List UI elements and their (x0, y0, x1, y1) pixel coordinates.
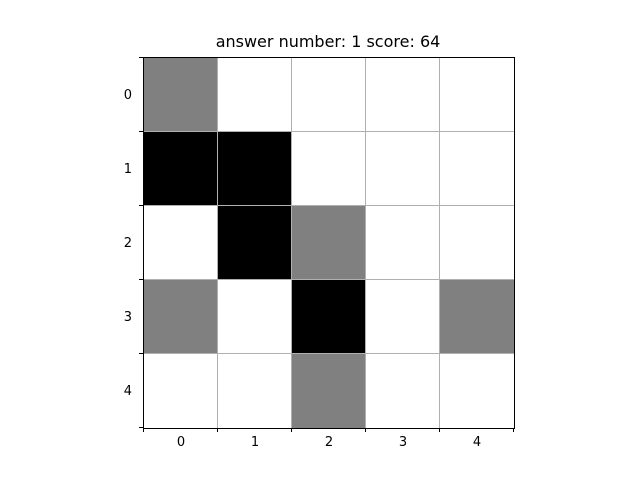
board-cell-4-3-empty[interactable] (366, 354, 440, 428)
board-cell-1-1-black[interactable] (218, 132, 292, 206)
y-tick-mark (139, 131, 143, 132)
board-cell-1-4-empty[interactable] (440, 132, 514, 206)
y-tick-label-0: 0 (123, 88, 132, 103)
board-cell-0-4-empty[interactable] (440, 58, 514, 132)
board-cell-2-1-black[interactable] (218, 206, 292, 280)
x-tick-mark (439, 428, 440, 432)
x-tick-mark (513, 428, 514, 432)
y-tick-mark (139, 205, 143, 206)
board-cell-0-2-empty[interactable] (292, 58, 366, 132)
board-cell-3-4-gray[interactable] (440, 280, 514, 354)
x-tick-label-2: 2 (324, 435, 334, 450)
board-cell-3-3-empty[interactable] (366, 280, 440, 354)
board-cell-0-1-empty[interactable] (218, 58, 292, 132)
board-cell-4-4-empty[interactable] (440, 354, 514, 428)
board-cell-0-0-gray[interactable] (144, 58, 218, 132)
y-tick-label-4: 4 (123, 384, 132, 399)
board-cell-1-3-empty[interactable] (366, 132, 440, 206)
board-cell-0-3-empty[interactable] (366, 58, 440, 132)
board-cell-4-2-gray[interactable] (292, 354, 366, 428)
board-cell-2-2-gray[interactable] (292, 206, 366, 280)
board-cell-4-1-empty[interactable] (218, 354, 292, 428)
board-cell-3-2-black[interactable] (292, 280, 366, 354)
x-tick-label-0: 0 (176, 435, 186, 450)
board-cell-2-3-empty[interactable] (366, 206, 440, 280)
figure-title: answer number: 1 score: 64 (215, 32, 441, 51)
board-cell-2-0-empty[interactable] (144, 206, 218, 280)
x-tick-label-3: 3 (398, 435, 408, 450)
y-tick-mark (139, 57, 143, 58)
x-tick-label-1: 1 (250, 435, 260, 450)
board-cell-1-2-empty[interactable] (292, 132, 366, 206)
board-cell-4-0-empty[interactable] (144, 354, 218, 428)
y-tick-label-2: 2 (123, 236, 132, 251)
game-board (144, 58, 514, 428)
y-tick-label-3: 3 (123, 310, 132, 325)
x-tick-mark (143, 428, 144, 432)
x-tick-mark (365, 428, 366, 432)
y-tick-mark (139, 353, 143, 354)
y-tick-mark (139, 279, 143, 280)
x-tick-mark (291, 428, 292, 432)
board-cell-1-0-black[interactable] (144, 132, 218, 206)
y-tick-label-1: 1 (123, 162, 132, 177)
x-tick-mark (217, 428, 218, 432)
board-cell-3-0-gray[interactable] (144, 280, 218, 354)
board-cell-3-1-empty[interactable] (218, 280, 292, 354)
board-cell-2-4-empty[interactable] (440, 206, 514, 280)
x-tick-label-4: 4 (472, 435, 482, 450)
y-tick-mark (139, 427, 143, 428)
